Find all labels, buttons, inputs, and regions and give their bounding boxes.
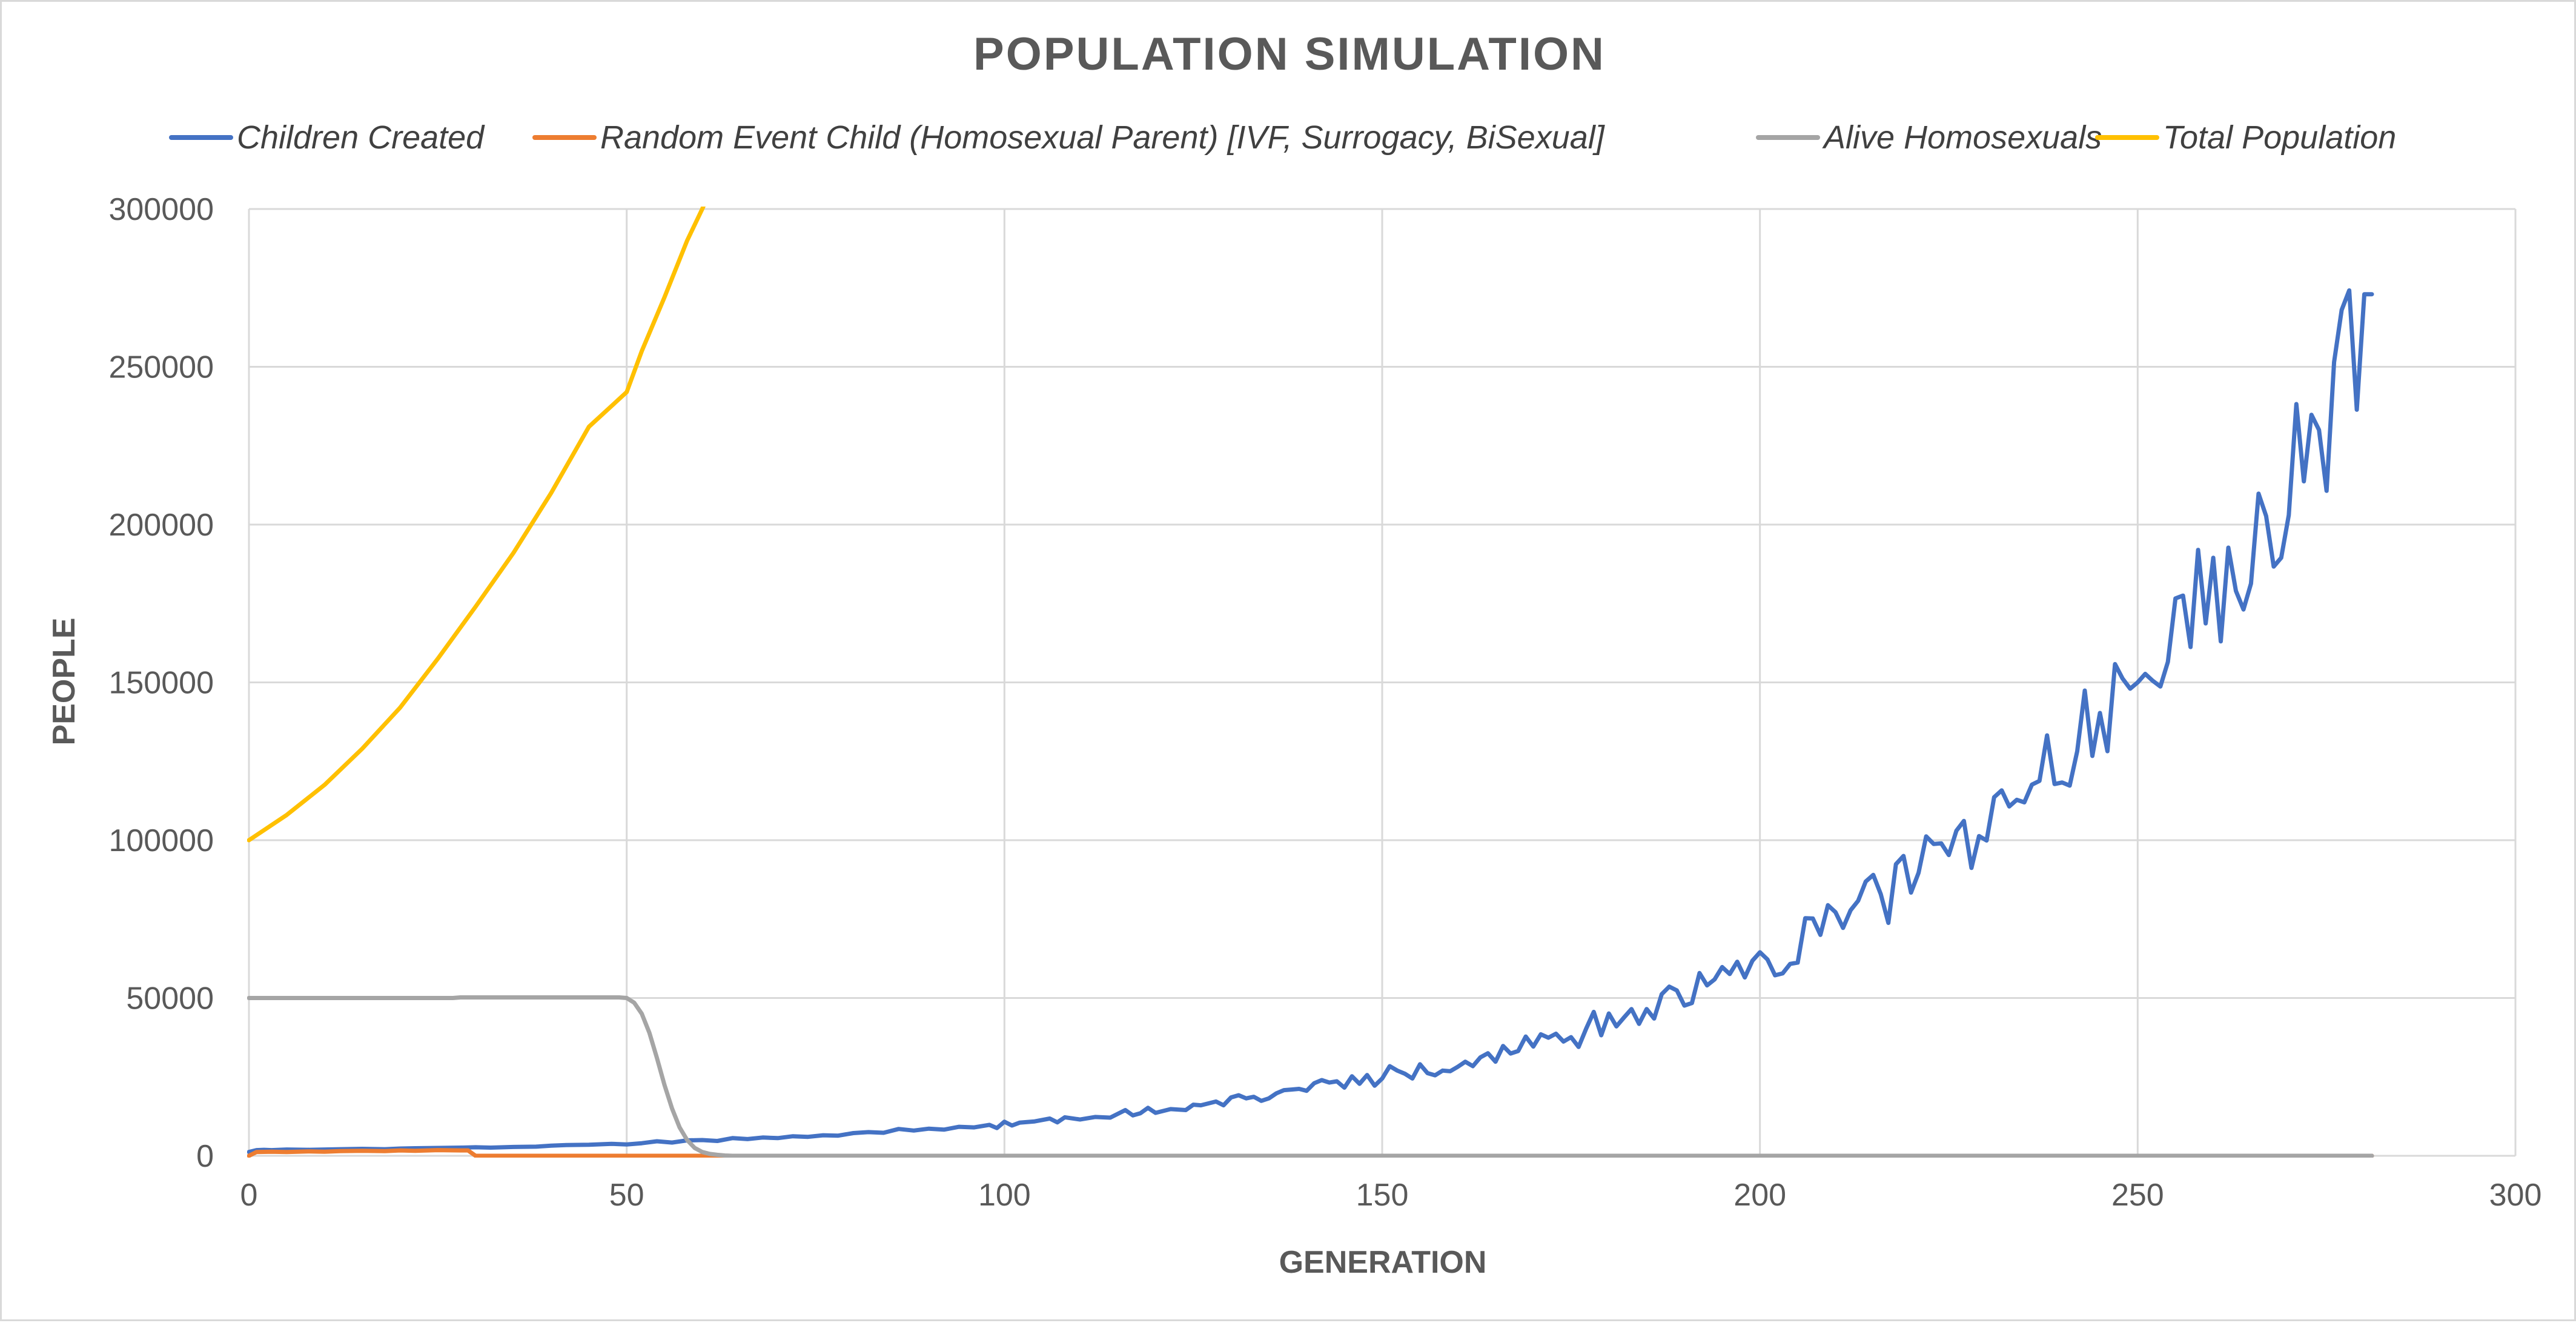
y-axis-title: PEOPLE <box>47 618 82 746</box>
series-line-2 <box>247 1148 2374 1158</box>
chart-title: POPULATION SIMULATION <box>973 28 1606 80</box>
x-tick-label: 50 <box>609 1178 644 1213</box>
y-tick-label: 250000 <box>108 350 214 385</box>
x-tick-label: 300 <box>2489 1178 2542 1213</box>
x-tick-label: 150 <box>1356 1178 1409 1213</box>
x-tick-label: 200 <box>1733 1178 1786 1213</box>
plot-area <box>247 207 2374 1158</box>
y-tick-label: 0 <box>196 1139 214 1174</box>
legend-label: Alive Homosexuals <box>1822 119 2102 156</box>
y-tick-label: 200000 <box>108 508 214 543</box>
y-tick-label: 150000 <box>108 666 214 701</box>
y-tick-label: 300000 <box>108 192 214 227</box>
legend-label: Total Population <box>2163 119 2396 156</box>
chart-legend: Children Created Random Event Child (Homo… <box>169 119 2396 156</box>
x-axis-title: GENERATION <box>1279 1245 1487 1280</box>
x-tick-label: 100 <box>978 1178 1031 1213</box>
x-tick-label: 250 <box>2111 1178 2164 1213</box>
y-axis-ticks: 0 50000 100000 150000 200000 250000 300000 <box>108 192 214 1174</box>
y-tick-label: 50000 <box>126 981 214 1016</box>
legend-label: Children Created <box>237 119 485 156</box>
series-line-3 <box>247 995 2374 1158</box>
gridlines <box>248 208 2517 1157</box>
legend-label: Random Event Child (Homosexual Parent) [… <box>600 119 1606 156</box>
series-line-1 <box>247 288 2374 1155</box>
y-tick-label: 100000 <box>108 823 214 858</box>
series-line-4 <box>247 207 706 843</box>
x-axis-ticks: 0 50 100 150 200 250 300 <box>240 1178 2542 1213</box>
x-tick-label: 0 <box>240 1178 258 1213</box>
